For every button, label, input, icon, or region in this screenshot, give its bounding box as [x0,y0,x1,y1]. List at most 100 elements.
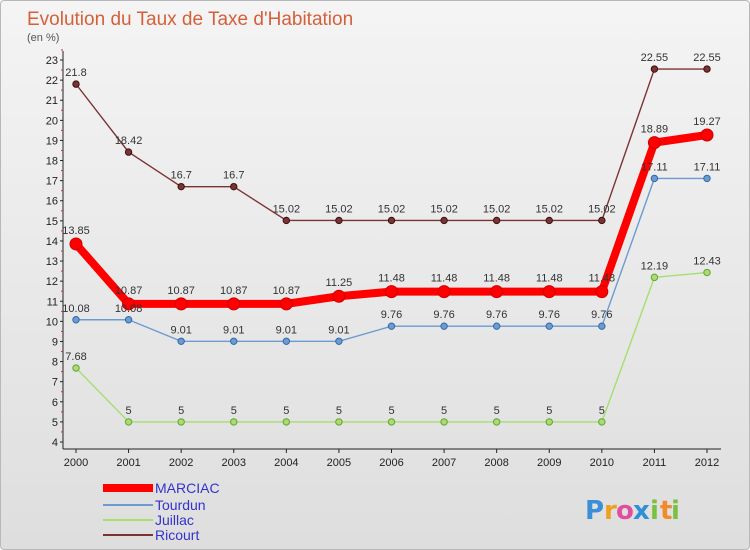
logo-letter: x [633,496,650,526]
data-label-marciac: 10.87 [273,285,301,297]
y-tick-label: 6 [52,397,58,409]
point-ricourt [703,65,711,73]
point-tourdun [598,322,606,330]
y-tick-label: 5 [52,417,58,429]
data-label-tourdun: 9.76 [591,309,612,321]
x-tick-label: 2008 [484,457,508,469]
data-label-marciac: 10.87 [115,285,143,297]
logo-letter: r [604,496,617,526]
y-tick-label: 7 [52,377,58,389]
data-label-ricourt: 18.42 [115,135,143,147]
point-marciac [174,297,188,311]
point-marciac [385,285,398,299]
data-label-ricourt: 15.02 [325,203,353,215]
data-label-tourdun: 10.08 [62,303,90,315]
data-label-ricourt: 16.7 [223,170,244,182]
point-marciac [332,289,346,303]
data-label-marciac: 11.48 [588,273,615,285]
data-label-tourdun: 9.01 [223,324,244,336]
y-tick-label: 20 [46,115,58,127]
y-tick-label: 4 [52,437,58,449]
logo-letter: i [671,496,680,526]
data-label-marciac: 11.48 [536,273,563,285]
point-tourdun [177,337,185,345]
y-tick-label: 19 [46,135,58,147]
point-marciac [490,285,504,299]
point-marciac [647,136,661,150]
logo-letter: o [616,496,634,526]
x-tick-label: 2010 [590,457,614,469]
point-tourdun [72,316,80,324]
data-label-marciac: 18.89 [641,124,669,136]
y-tick-label: 11 [47,296,58,308]
data-label-juillac: 5 [546,405,552,417]
point-ricourt [440,216,448,225]
data-label-tourdun: 9.01 [328,324,349,336]
data-label-juillac: 5 [599,405,605,417]
point-ricourt [598,216,606,225]
y-tick-label: 16 [46,196,58,208]
point-juillac [440,418,448,426]
data-label-juillac: 5 [441,405,447,417]
data-label-marciac: 13.85 [62,225,90,237]
y-tick-label: 21 [46,95,58,107]
logo-letter: P [585,496,604,526]
y-tick-label: 13 [46,256,58,268]
x-tick-label: 2004 [274,457,298,469]
data-label-ricourt: 15.02 [378,203,406,215]
y-tick-label: 10 [46,316,58,328]
point-marciac [227,297,241,311]
point-tourdun [282,337,291,345]
data-label-tourdun: 9.01 [170,324,191,336]
point-ricourt [545,216,553,225]
point-juillac [282,418,291,426]
point-tourdun [650,174,659,183]
data-label-ricourt: 15.02 [483,203,511,215]
point-marciac [279,297,293,311]
data-label-tourdun: 9.76 [486,309,507,321]
data-label-juillac: 5 [336,405,342,417]
x-tick-label: 2002 [169,457,193,469]
data-label-tourdun: 17.11 [641,161,668,173]
point-marciac [700,128,714,142]
legend-label-juillac: Juillac [155,512,194,528]
point-marciac [437,285,451,299]
data-label-tourdun: 9.76 [539,309,560,321]
y-tick-label: 18 [46,156,58,168]
data-label-marciac: 11.25 [326,277,353,289]
data-label-ricourt: 16.7 [170,170,191,182]
y-tick-label: 14 [46,236,58,248]
point-tourdun [440,322,448,330]
x-tick-label: 2003 [222,457,246,469]
data-label-juillac: 5 [388,405,394,417]
x-tick-label: 2012 [695,457,719,469]
point-ricourt [387,216,396,225]
point-ricourt [124,148,133,156]
data-label-marciac: 11.48 [378,273,405,285]
legend-label-ricourt: Ricourt [155,527,199,543]
data-label-ricourt: 15.02 [430,203,458,215]
data-label-juillac: 5 [126,405,132,417]
series-line-ricourt [75,68,708,222]
data-label-ricourt: 22.55 [641,52,669,64]
point-tourdun [703,174,711,183]
data-label-marciac: 11.48 [483,273,510,285]
chart-title: Evolution du Taux de Taxe d'Habitation [27,9,353,30]
point-juillac [72,364,80,372]
point-ricourt [230,182,238,191]
data-label-tourdun: 9.01 [276,324,297,336]
point-tourdun [124,316,133,324]
data-label-juillac: 5 [231,405,237,417]
point-tourdun [492,322,501,330]
data-label-tourdun: 17.11 [694,161,721,173]
point-ricourt [492,216,501,225]
point-juillac [124,418,133,426]
y-tick-label: 15 [46,216,58,228]
logo-letter: t [660,496,672,526]
data-label-ricourt: 15.02 [273,203,301,215]
data-label-ricourt: 22.55 [693,52,721,64]
y-tick-label: 17 [46,176,58,188]
logo-letter: i [650,496,659,526]
